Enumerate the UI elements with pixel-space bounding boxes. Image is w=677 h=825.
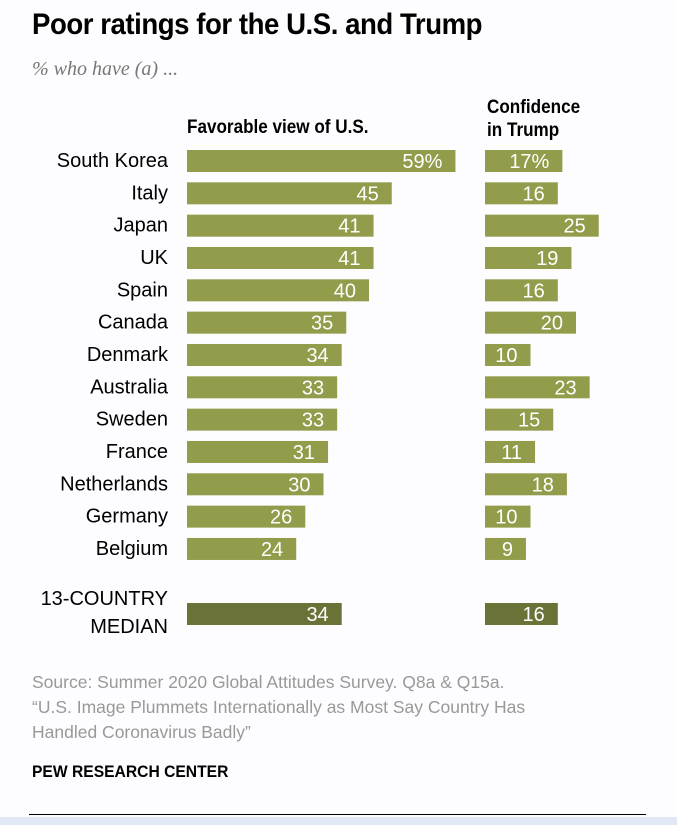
category-label: Australia	[90, 376, 169, 398]
row-favorable-label: 30	[288, 474, 310, 496]
row-confidence-label: 15	[518, 410, 540, 432]
median-confidence-bar	[485, 603, 558, 625]
chart-title: Poor ratings for the U.S. and Trump	[32, 8, 483, 41]
row-confidence-bar	[485, 408, 554, 431]
row-favorable-bar	[187, 214, 374, 237]
row-favorable-label: 59%	[402, 151, 442, 173]
row-favorable-label: 33	[302, 377, 324, 399]
confidence-header-line1: Confidence	[487, 97, 581, 118]
row-favorable-bar	[187, 343, 342, 366]
row-favorable-label: 35	[311, 313, 333, 335]
confidence-column-header: Confidence in Trump	[487, 96, 580, 142]
category-label: UK	[140, 247, 168, 269]
row-confidence-bar	[485, 311, 576, 334]
favorable-column-header: Favorable view of U.S.	[187, 117, 369, 138]
row-confidence-label: 16	[523, 183, 545, 205]
row-confidence-label: 25	[564, 216, 586, 238]
row-confidence-label: 18	[532, 474, 554, 496]
row-favorable-label: 34	[306, 345, 328, 367]
category-label: Sweden	[96, 409, 168, 431]
row-favorable-label: 24	[261, 539, 283, 561]
chart-subtitle: % who have (a) ...	[32, 58, 179, 80]
row-favorable-bar	[187, 246, 374, 269]
row-confidence-bar	[485, 246, 572, 269]
category-label: Italy	[131, 182, 168, 204]
row-confidence-label: 10	[495, 507, 517, 529]
row-confidence-label: 19	[536, 248, 558, 270]
category-label: South Korea	[57, 150, 169, 172]
category-label: Japan	[114, 215, 169, 237]
row-favorable-bar	[187, 150, 456, 172]
row-favorable-label: 33	[302, 410, 324, 432]
confidence-header-line2: in Trump	[487, 120, 560, 141]
row-confidence-bar	[485, 376, 590, 399]
row-favorable-label: 41	[338, 216, 360, 238]
median-favorable-label: 34	[306, 604, 328, 626]
row-favorable-label: 40	[334, 280, 356, 302]
source-line-1: Source: Summer 2020 Global Attitudes Sur…	[32, 672, 505, 692]
category-label: Germany	[86, 506, 168, 528]
row-favorable-label: 31	[293, 442, 315, 464]
divider	[29, 814, 646, 815]
row-favorable-bar	[187, 376, 338, 399]
median-label-line2: MEDIAN	[90, 616, 168, 638]
row-favorable-label: 45	[357, 183, 379, 205]
source-line-3: Handled Coronavirus Badly”	[32, 722, 251, 742]
category-label: France	[106, 441, 168, 463]
row-confidence-label: 17%	[509, 151, 549, 173]
row-confidence-label: 16	[523, 280, 545, 302]
row-favorable-bar	[187, 408, 338, 431]
row-confidence-bar	[485, 537, 526, 560]
median-confidence-label: 16	[523, 604, 545, 626]
median-favorable-bar	[187, 603, 342, 625]
row-confidence-label: 10	[495, 345, 517, 367]
row-favorable-bar	[187, 473, 324, 496]
row-confidence-label: 20	[541, 313, 563, 335]
category-label: Canada	[98, 312, 169, 334]
source-note: Source: Summer 2020 Global Attitudes Sur…	[32, 670, 652, 745]
median-label-line1: 13-COUNTRY	[41, 588, 168, 610]
row-confidence-bar	[485, 505, 531, 528]
row-favorable-label: 26	[270, 507, 292, 529]
row-confidence-bar	[485, 150, 563, 172]
category-label: Denmark	[87, 344, 169, 366]
category-label: Belgium	[96, 538, 168, 560]
page-bottom-strip	[0, 817, 677, 825]
pew-logo-text: PEW RESEARCH CENTER	[32, 762, 229, 781]
row-favorable-bar	[187, 182, 392, 205]
source-line-2: “U.S. Image Plummets Internationally as …	[32, 697, 526, 717]
row-confidence-bar	[485, 440, 536, 463]
category-label: Spain	[117, 279, 168, 301]
row-confidence-bar	[485, 182, 558, 205]
row-favorable-bar	[187, 537, 297, 560]
row-favorable-bar	[187, 440, 329, 463]
row-favorable-label: 41	[338, 248, 360, 270]
row-confidence-bar	[485, 214, 599, 237]
row-confidence-label: 23	[554, 377, 576, 399]
row-confidence-label: 9	[502, 539, 513, 561]
row-confidence-bar	[485, 343, 531, 366]
row-favorable-bar	[187, 505, 306, 528]
category-label: Netherlands	[60, 473, 168, 495]
row-confidence-label: 11	[501, 442, 522, 464]
row-favorable-bar	[187, 311, 347, 334]
row-confidence-bar	[485, 279, 558, 302]
row-confidence-bar	[485, 473, 567, 496]
bar-chart: South Korea 59% 17% Italy 45 16 Japan 41 25 UK 41 1…	[41, 150, 599, 638]
row-favorable-bar	[187, 279, 369, 302]
